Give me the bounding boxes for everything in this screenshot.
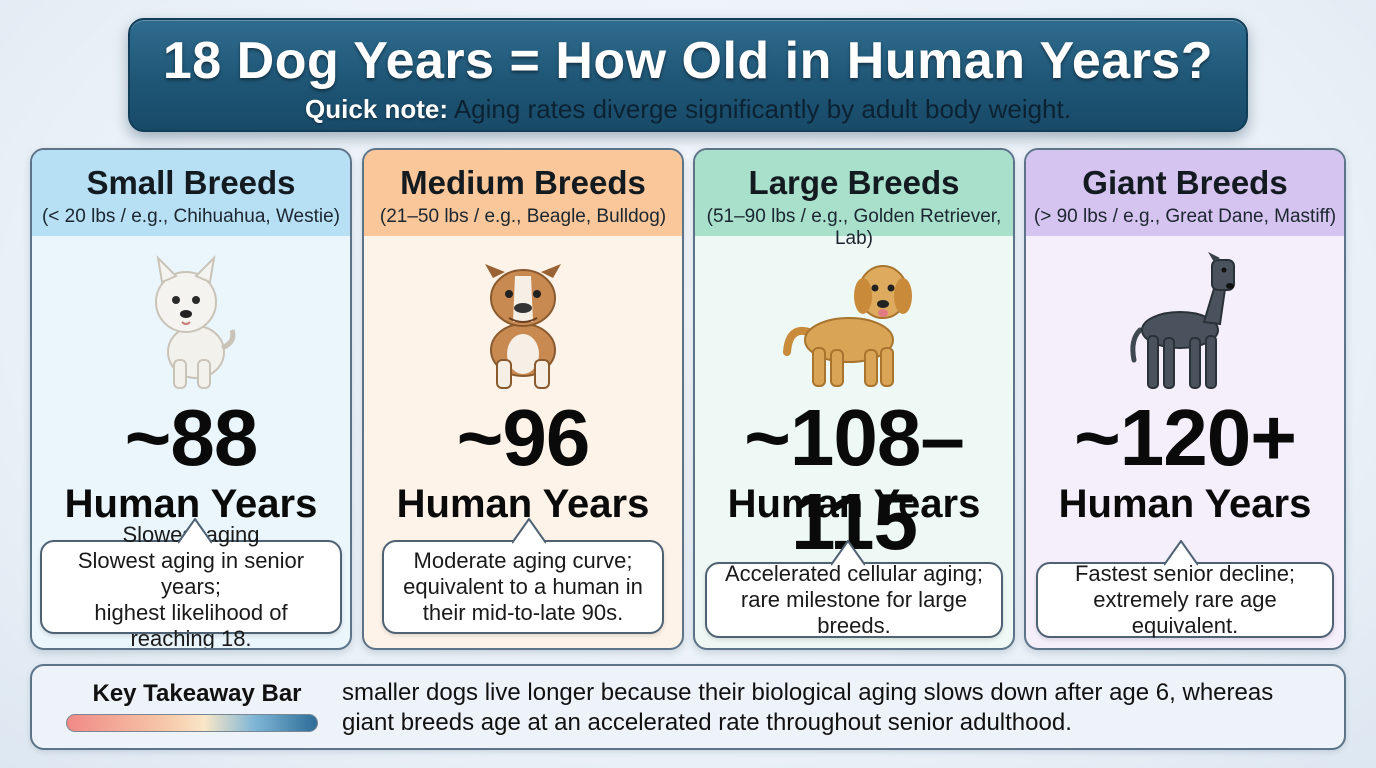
card-header: Medium Breeds (21–50 lbs / e.g., Beagle,… xyxy=(364,150,682,236)
human-age-value: ~120+ xyxy=(1074,393,1297,482)
human-age-value: ~96 xyxy=(456,393,591,482)
card-title: Small Breeds xyxy=(86,164,296,201)
takeaway-label: Key Takeaway Bar xyxy=(92,680,302,707)
card-subtitle: (> 90 lbs / e.g., Great Dane, Mastiff) xyxy=(1033,206,1337,227)
card-large-breeds: Large Breeds (51–90 lbs / e.g., Golden R… xyxy=(693,148,1015,650)
note-line: Slowest aging in senior years; xyxy=(77,548,305,599)
card-subtitle: (21–50 lbs / e.g., Beagle, Bulldog) xyxy=(379,206,667,227)
human-age-unit: Human Years xyxy=(64,482,318,526)
takeaway-text: smaller dogs live longer because their b… xyxy=(342,678,1324,738)
card-small-breeds: Small Breeds (< 20 lbs / e.g., Chihuahua… xyxy=(30,148,352,650)
page-title: 18 Dog Years = How Old in Human Years? xyxy=(162,32,1214,90)
great-dane-icon xyxy=(1026,252,1344,392)
key-takeaway-panel: Key Takeaway Bar smaller dogs live longe… xyxy=(30,664,1346,750)
bulldog-icon xyxy=(364,252,682,392)
card-giant-breeds: Giant Breeds (> 90 lbs / e.g., Great Dan… xyxy=(1024,148,1346,650)
human-age-unit: Human Years xyxy=(727,482,981,526)
westie-dog-icon xyxy=(32,252,350,392)
note-bubble: Fastest senior decline; extremely rare a… xyxy=(1036,540,1334,638)
note-line: Moderate aging curve; xyxy=(413,548,633,573)
card-subtitle: (51–90 lbs / e.g., Golden Retriever, Lab… xyxy=(706,206,1002,249)
human-age-unit: Human Years xyxy=(396,482,650,526)
card-title: Large Breeds xyxy=(748,164,960,201)
note-bubble: Slowest aging Slowest aging in senior ye… xyxy=(40,518,342,648)
card-header: Small Breeds (< 20 lbs / e.g., Chihuahua… xyxy=(32,150,350,236)
note-line: Fastest senior decline; xyxy=(1074,561,1296,586)
note-line: Accelerated cellular aging; xyxy=(724,561,984,586)
title-banner: 18 Dog Years = How Old in Human Years? Q… xyxy=(128,18,1248,132)
card-subtitle: (< 20 lbs / e.g., Chihuahua, Westie) xyxy=(41,206,340,227)
card-header: Large Breeds (51–90 lbs / e.g., Golden R… xyxy=(695,150,1013,249)
card-header: Giant Breeds (> 90 lbs / e.g., Great Dan… xyxy=(1026,150,1344,236)
card-medium-breeds: Medium Breeds (21–50 lbs / e.g., Beagle,… xyxy=(362,148,684,650)
note-bubble: Moderate aging curve; equivalent to a hu… xyxy=(382,518,664,634)
takeaway-line: smaller dogs live longer because their b… xyxy=(342,679,1274,706)
note-label: Quick note: xyxy=(305,94,449,124)
human-age-value: ~108–115 xyxy=(744,393,965,566)
note-line: highest likelihood of reaching 18. xyxy=(94,600,288,650)
card-title: Medium Breeds xyxy=(400,164,646,201)
banner-note: Quick note: Aging rates diverge signific… xyxy=(130,94,1246,124)
card-title: Giant Breeds xyxy=(1082,164,1288,201)
note-line: their mid-to-late 90s. xyxy=(422,600,624,625)
note-line: extremely rare age equivalent. xyxy=(1093,587,1277,638)
note-line: equivalent to a human in xyxy=(403,574,643,599)
golden-retriever-icon xyxy=(695,252,1013,392)
note-text: Aging rates diverge significantly by adu… xyxy=(448,94,1071,124)
note-line: rare milestone for large breeds. xyxy=(740,587,968,638)
human-age-value: ~88 xyxy=(124,393,259,482)
takeaway-gradient-bar xyxy=(66,714,318,732)
note-bubble: Accelerated cellular aging; rare milesto… xyxy=(705,540,1003,638)
human-age-unit: Human Years xyxy=(1058,482,1312,526)
takeaway-line: giant breeds age at an accelerated rate … xyxy=(342,709,1072,736)
